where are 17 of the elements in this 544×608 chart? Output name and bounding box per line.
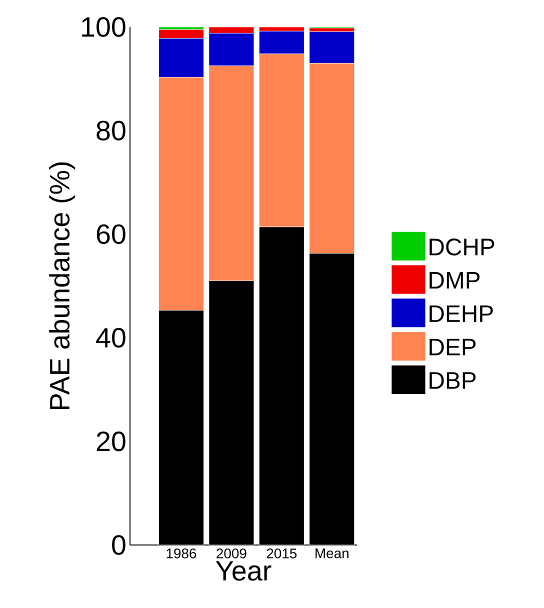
y-axis-title: PAE abundance (%) — [49, 162, 76, 410]
legend-label: DEHP — [430, 305, 493, 322]
x-tick-label: 1986 — [166, 548, 196, 558]
legend-label: DMP — [430, 272, 480, 289]
x-tick-label: 2009 — [216, 548, 246, 558]
y-tick-label: 60 — [96, 224, 126, 244]
y-tick-label: 100 — [82, 17, 126, 37]
y-tick-label: 0 — [112, 535, 126, 555]
x-tick-label: 2015 — [266, 548, 297, 558]
y-tick-label: 40 — [96, 328, 126, 348]
legend-label: DBP — [430, 372, 476, 389]
y-tick-label: 80 — [96, 120, 126, 140]
legend-label: DEP — [430, 338, 476, 356]
x-tick-label: Mean — [316, 548, 348, 558]
y-tick-label: 20 — [96, 432, 126, 452]
legend-label: DCHP — [430, 238, 494, 256]
x-axis-title: Year — [216, 561, 272, 581]
